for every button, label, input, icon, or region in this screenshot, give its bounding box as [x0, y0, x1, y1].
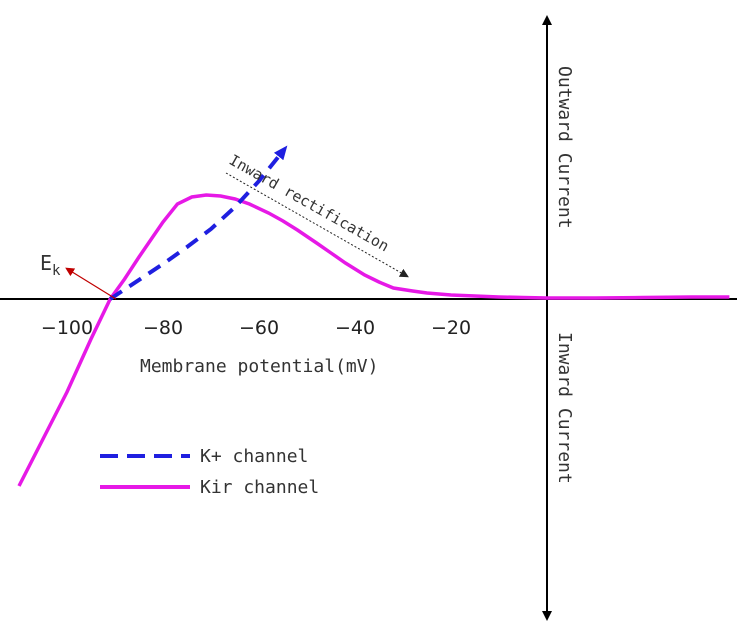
kir-channel-line [17, 193, 730, 487]
legend: K+ channel Kir channel [100, 446, 319, 498]
x-tick-label: −40 [335, 317, 375, 339]
y-axis-label-outward: Outward Current [554, 66, 575, 229]
x-tick-label: −60 [239, 317, 279, 339]
y-axis-label-inward: Inward Current [554, 332, 575, 484]
x-tick-label: −100 [41, 317, 93, 339]
legend-label-kir-channel: Kir channel [200, 477, 319, 498]
ek-label: Ek [40, 251, 61, 279]
ek-pointer [65, 267, 117, 300]
x-axis-label: Membrane potential(mV) [140, 356, 378, 377]
x-tick-labels: −100 −80 −60 −40 −20 [41, 317, 471, 339]
x-tick-label: −20 [431, 317, 471, 339]
k-channel-line [109, 145, 288, 301]
legend-label-k-channel: K+ channel [200, 446, 308, 467]
rectification-arrow [225, 172, 409, 278]
x-tick-label: −80 [143, 317, 183, 339]
